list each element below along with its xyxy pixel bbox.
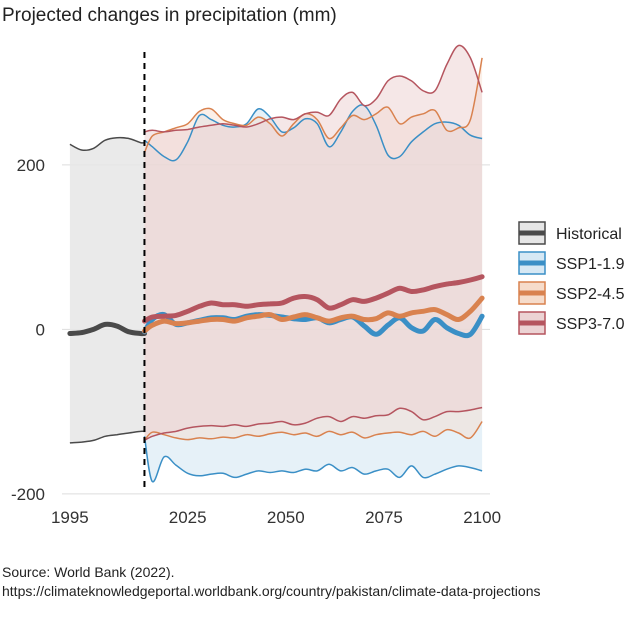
source-url: https://climateknowledgeportal.worldbank…	[2, 583, 541, 599]
legend-label: Historical	[556, 226, 622, 243]
x-tick-label: 1995	[51, 508, 89, 527]
upper-line-ssp245	[143, 57, 483, 153]
upper-line-ssp119	[144, 104, 483, 162]
lower-line-historical	[69, 430, 145, 444]
y-tick-label: -200	[11, 485, 45, 504]
band-historical	[69, 137, 145, 443]
lower-line-ssp245	[143, 421, 483, 441]
band-ssp370	[144, 45, 483, 441]
uncertainty-bands	[69, 45, 483, 482]
legend: Historical SSP1-1.9 SSP2-4.5 SSP3-7.0	[518, 221, 625, 335]
mean-line-historical	[67, 321, 147, 337]
source-note: Source: World Bank (2022). https://clima…	[2, 563, 640, 601]
y-tick-label: 0	[36, 320, 45, 339]
series-lines	[67, 44, 485, 492]
legend-label: SSP3-7.0	[556, 316, 625, 333]
x-tick-label: 2100	[463, 508, 501, 527]
mean-line-ssp245	[142, 295, 485, 334]
legend-label: SSP2-4.5	[556, 286, 625, 303]
legend-label: SSP1-1.9	[556, 256, 625, 273]
lower-line-ssp370	[144, 406, 483, 442]
x-tick-label: 2050	[267, 508, 305, 527]
source-citation: Source: World Bank (2022).	[2, 564, 175, 580]
x-axis-ticks: 1995 2025 2050 2075 2100	[51, 508, 501, 527]
y-axis-ticks: 200 0 -200	[11, 156, 45, 504]
upper-line-ssp370	[144, 44, 483, 133]
chart-title: Projected changes in precipitation (mm)	[2, 5, 337, 26]
y-tick-label: 200	[17, 156, 45, 175]
precipitation-chart: 200 0 -200 1995 2025 2050 2075 2100 Historical…	[11, 44, 625, 527]
mean-line-ssp370	[142, 274, 485, 324]
x-tick-label: 2025	[169, 508, 207, 527]
lower-line-ssp119	[143, 436, 483, 483]
upper-line-historical	[69, 136, 145, 152]
x-tick-label: 2075	[365, 508, 403, 527]
